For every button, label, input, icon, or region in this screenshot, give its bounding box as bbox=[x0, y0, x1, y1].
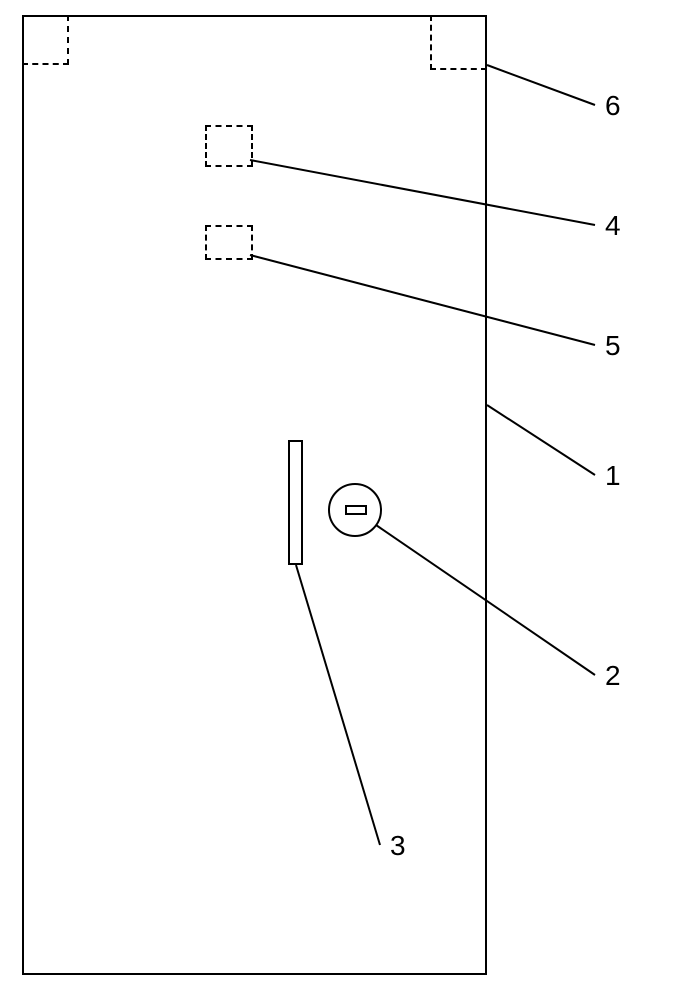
leader-1 bbox=[487, 405, 595, 475]
label-1: 1 bbox=[605, 460, 621, 492]
label-5: 5 bbox=[605, 330, 621, 362]
leader-3 bbox=[296, 565, 380, 845]
label-2: 2 bbox=[605, 660, 621, 692]
leader-6 bbox=[487, 65, 595, 105]
leader-4 bbox=[250, 160, 595, 225]
leader-5 bbox=[250, 255, 595, 345]
diagram-container: 1 2 3 4 5 6 bbox=[0, 0, 693, 1000]
leader-2 bbox=[376, 525, 595, 675]
leader-lines bbox=[0, 0, 693, 1000]
label-3: 3 bbox=[390, 830, 406, 862]
label-4: 4 bbox=[605, 210, 621, 242]
label-6: 6 bbox=[605, 90, 621, 122]
